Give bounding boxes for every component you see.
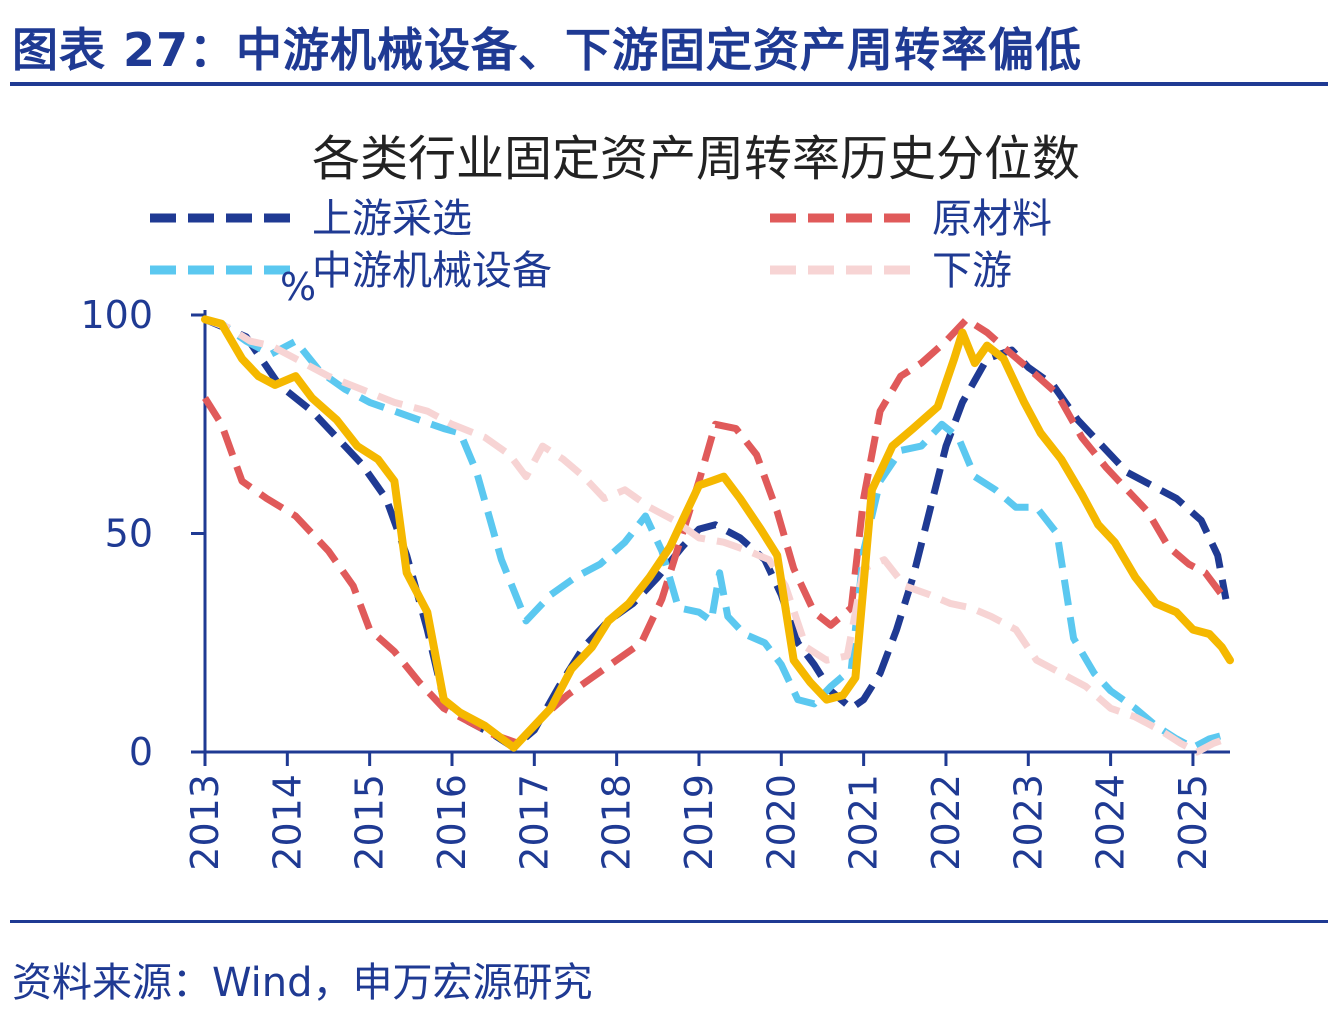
x-tick-label: 2024 [1089, 774, 1133, 871]
x-tick-label: 2015 [348, 774, 392, 871]
y-tick-label: 50 [105, 512, 153, 556]
y-tick-label: 100 [80, 293, 153, 337]
title-divider [10, 82, 1328, 86]
legend-label: 上游采选 [312, 196, 472, 242]
y-axis-unit: % [280, 265, 316, 309]
x-tick-label: 2021 [842, 774, 886, 871]
chart-title: 各类行业固定资产周转率历史分位数 [312, 131, 1080, 187]
x-tick-label: 2013 [183, 774, 227, 871]
legend-label: 中游机械设备 [312, 248, 552, 294]
x-tick-label: 2016 [430, 774, 474, 871]
x-tick-label: 2017 [512, 774, 556, 871]
x-tick-label: 2020 [759, 774, 803, 871]
legend-label: 原材料 [932, 196, 1052, 242]
series-line-1 [203, 316, 1230, 752]
series-line-2 [202, 315, 1225, 747]
x-tick-label: 2018 [595, 774, 639, 871]
source-divider [10, 920, 1328, 923]
axes: 0 50 100 2013 2014 2015 2016 2017 2018 2019 2020 20… [80, 293, 1230, 871]
x-tick-label: 2014 [265, 774, 309, 871]
legend-label: 下游 [932, 248, 1012, 294]
x-tick-label: 2022 [924, 774, 968, 871]
source-note: 资料来源：Wind，申万宏源研究 [12, 960, 593, 1006]
series-line-5 [201, 315, 1234, 752]
x-tick-label: 2019 [677, 774, 721, 871]
series-line-4 [203, 316, 1228, 756]
series-group [201, 315, 1234, 756]
series-line-3 [204, 316, 1227, 752]
figure-title: 图表 27：中游机械设备、下游固定资产周转率偏低 [12, 23, 1083, 77]
x-tick-label: 2023 [1006, 774, 1050, 871]
x-tick-label: 2025 [1171, 774, 1215, 871]
y-tick-label: 0 [129, 730, 153, 774]
